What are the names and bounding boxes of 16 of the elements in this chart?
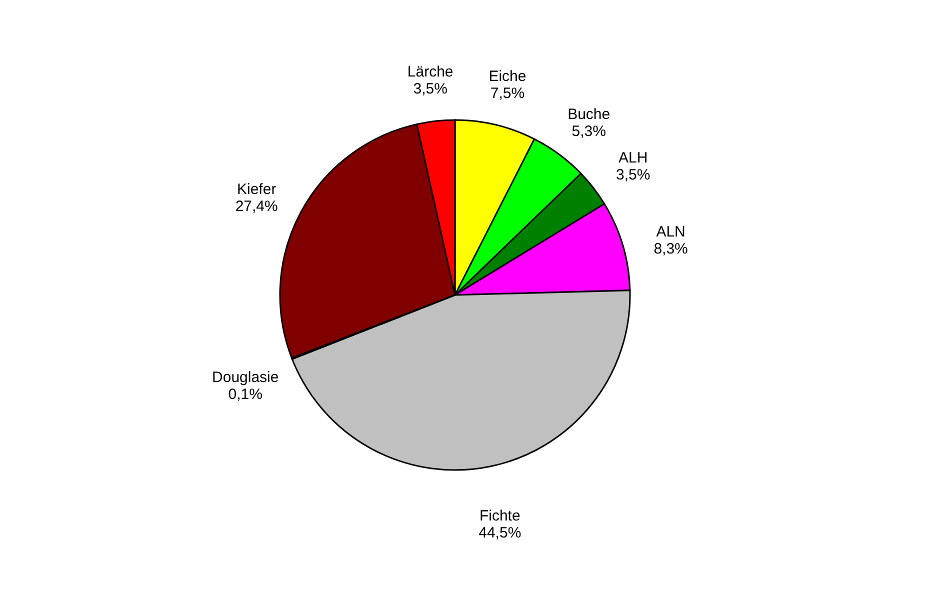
data-label: 0,1%	[228, 386, 262, 403]
data-label: 5,3%	[572, 123, 606, 140]
data-label: 7,5%	[490, 85, 525, 102]
data-label: 27,4%	[235, 198, 278, 215]
slice-label: Fichte	[479, 507, 520, 524]
slice-label: Douglasie	[212, 368, 279, 386]
slice-label: Lärche	[407, 63, 454, 80]
data-label: 3,5%	[616, 166, 650, 184]
slice-label: ALH	[618, 149, 648, 166]
slice-label: Eiche	[488, 68, 526, 86]
slice-label: Kiefer	[237, 180, 276, 198]
slice-label: ALN	[656, 223, 686, 240]
data-label: 44,5%	[478, 524, 522, 542]
slice-label: Buche	[568, 106, 610, 124]
data-label: 3,5%	[413, 80, 448, 98]
data-label: 8,3%	[654, 240, 688, 258]
